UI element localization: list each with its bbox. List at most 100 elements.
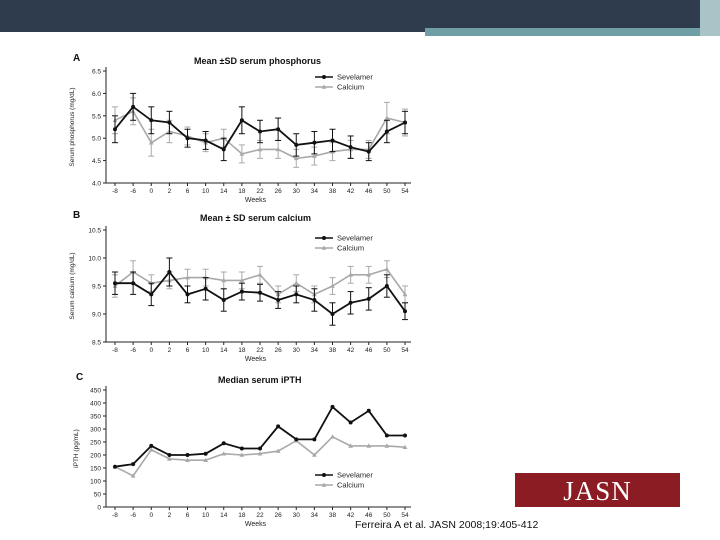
legend-sevelamer-label: Sevelamer	[337, 73, 373, 82]
y-tick-label: 9.5	[92, 284, 101, 291]
x-tick-label: 46	[365, 347, 373, 354]
x-tick-label: 2	[168, 347, 172, 354]
legend-calcium-label: Calcium	[337, 244, 364, 253]
calcium-chart: 8.59.09.510.010.5-8 -6 0 2 6 10 14 18 22 26 30 34 38…	[69, 226, 411, 363]
y-axis-label: Serum calcium (mg/dL)	[69, 252, 76, 319]
y-tick-label: 200	[90, 453, 101, 460]
legend-calcium-marker	[321, 245, 327, 250]
series-sevelamer-point	[258, 290, 262, 295]
series-calcium-point	[257, 146, 263, 152]
legend-sevelamer-label: Sevelamer	[337, 234, 373, 243]
panel-title-b: Mean ± SD serum calcium	[200, 213, 311, 223]
series-sevelamer-point	[384, 284, 389, 288]
panel-title-a: Mean ±SD serum phosphorus	[194, 56, 321, 66]
series-sevelamer-point	[203, 286, 208, 291]
series-sevelamer-point	[348, 145, 353, 150]
x-tick-label: 14	[220, 347, 228, 354]
series-calcium-point	[330, 434, 335, 439]
y-axis-label: iPTH (pg/mL)	[73, 429, 80, 468]
series-sevelamer-point	[330, 404, 335, 409]
x-tick-label: 10	[202, 512, 210, 519]
phosphorus-chart: 4.04.55.05.56.06.5-8 -6 0 2 6 10 14 18 22 26 30 34 3…	[69, 67, 411, 204]
series-calcium-point	[257, 272, 263, 277]
series-sevelamer-point	[131, 462, 136, 467]
series-sevelamer-point	[312, 437, 317, 442]
y-axis-label: Serum phosphorus (mg/dL)	[69, 87, 76, 166]
series-calcium-point	[239, 277, 245, 283]
x-tick-label: 50	[383, 188, 391, 195]
x-tick-label: 50	[383, 512, 391, 519]
y-tick-label: 450	[90, 388, 101, 395]
y-tick-label: 400	[90, 401, 101, 408]
x-tick-label: 54	[401, 512, 409, 519]
x-tick-label: 2	[168, 188, 172, 195]
series-calcium-point	[330, 283, 335, 288]
series-sevelamer-point	[384, 129, 389, 134]
y-tick-label: 100	[90, 479, 101, 486]
series-sevelamer-point	[366, 408, 371, 413]
series-sevelamer-point	[403, 433, 407, 438]
x-tick-label: 38	[329, 188, 337, 195]
series-sevelamer-point	[167, 453, 172, 457]
x-tick-label: 42	[347, 512, 355, 519]
series-sevelamer-point	[384, 433, 389, 438]
y-tick-label: 8.5	[92, 340, 101, 347]
series-calcium-point	[166, 456, 172, 461]
series-calcium-point	[366, 443, 372, 448]
y-tick-label: 5.0	[92, 136, 101, 143]
series-sevelamer-point	[131, 104, 136, 109]
legend-sevelamer-marker	[322, 236, 326, 240]
series-sevelamer-point	[366, 149, 371, 154]
series-sevelamer-line	[114, 405, 405, 468]
series-sevelamer-point	[403, 120, 407, 125]
x-tick-label: 18	[238, 188, 246, 195]
series-calcium-point	[221, 451, 227, 456]
series-calcium-point	[311, 452, 317, 457]
x-tick-label: -6	[130, 347, 136, 354]
x-tick-label: 54	[401, 188, 409, 195]
y-tick-label: 9.0	[92, 312, 101, 319]
series-sevelamer-point	[348, 300, 353, 305]
citation-text: Ferreira A et al. JASN 2008;19:405-412	[355, 519, 539, 531]
legend-calcium-label: Calcium	[337, 481, 364, 490]
x-tick-label: 34	[311, 347, 319, 354]
header-dark-band	[0, 0, 720, 32]
series-sevelamer-point	[131, 281, 136, 286]
x-tick-label: 2	[168, 512, 172, 519]
x-tick-label: 0	[149, 188, 153, 195]
series-sevelamer-point	[294, 142, 299, 147]
x-tick-label: 30	[293, 347, 301, 354]
series-calcium-point	[221, 277, 227, 283]
x-tick-label: -8	[112, 347, 118, 354]
x-tick-label: 34	[311, 512, 319, 519]
series-sevelamer-point	[149, 292, 154, 297]
x-tick-label: 10	[202, 347, 210, 354]
legend-sevelamer-marker	[322, 75, 326, 79]
x-tick-label: 42	[347, 188, 355, 195]
series-calcium-point	[384, 115, 390, 120]
legend-calcium-marker	[321, 84, 327, 89]
x-tick-label: 0	[149, 512, 153, 519]
x-tick-label: 6	[186, 512, 190, 519]
series-sevelamer-point	[185, 292, 190, 297]
y-tick-label: 250	[90, 440, 101, 447]
y-tick-label: 350	[90, 414, 101, 421]
x-tick-label: 22	[256, 347, 264, 354]
y-tick-label: 10.5	[88, 228, 101, 235]
x-tick-label: -6	[130, 512, 136, 519]
series-calcium-point	[311, 153, 317, 158]
series-sevelamer-point	[149, 443, 154, 448]
series-sevelamer-point	[294, 437, 299, 442]
x-axis-label: Weeks	[245, 197, 267, 204]
y-tick-label: 300	[90, 427, 101, 434]
y-tick-label: 6.5	[92, 69, 101, 76]
series-calcium-point	[130, 473, 136, 478]
series-calcium-point	[384, 266, 390, 271]
panel-letter-a: A	[73, 53, 81, 64]
series-sevelamer-point	[312, 298, 317, 302]
series-sevelamer-point	[312, 140, 317, 145]
x-axis-label: Weeks	[245, 521, 267, 528]
series-sevelamer-point	[113, 464, 117, 469]
x-tick-label: 22	[256, 188, 264, 195]
